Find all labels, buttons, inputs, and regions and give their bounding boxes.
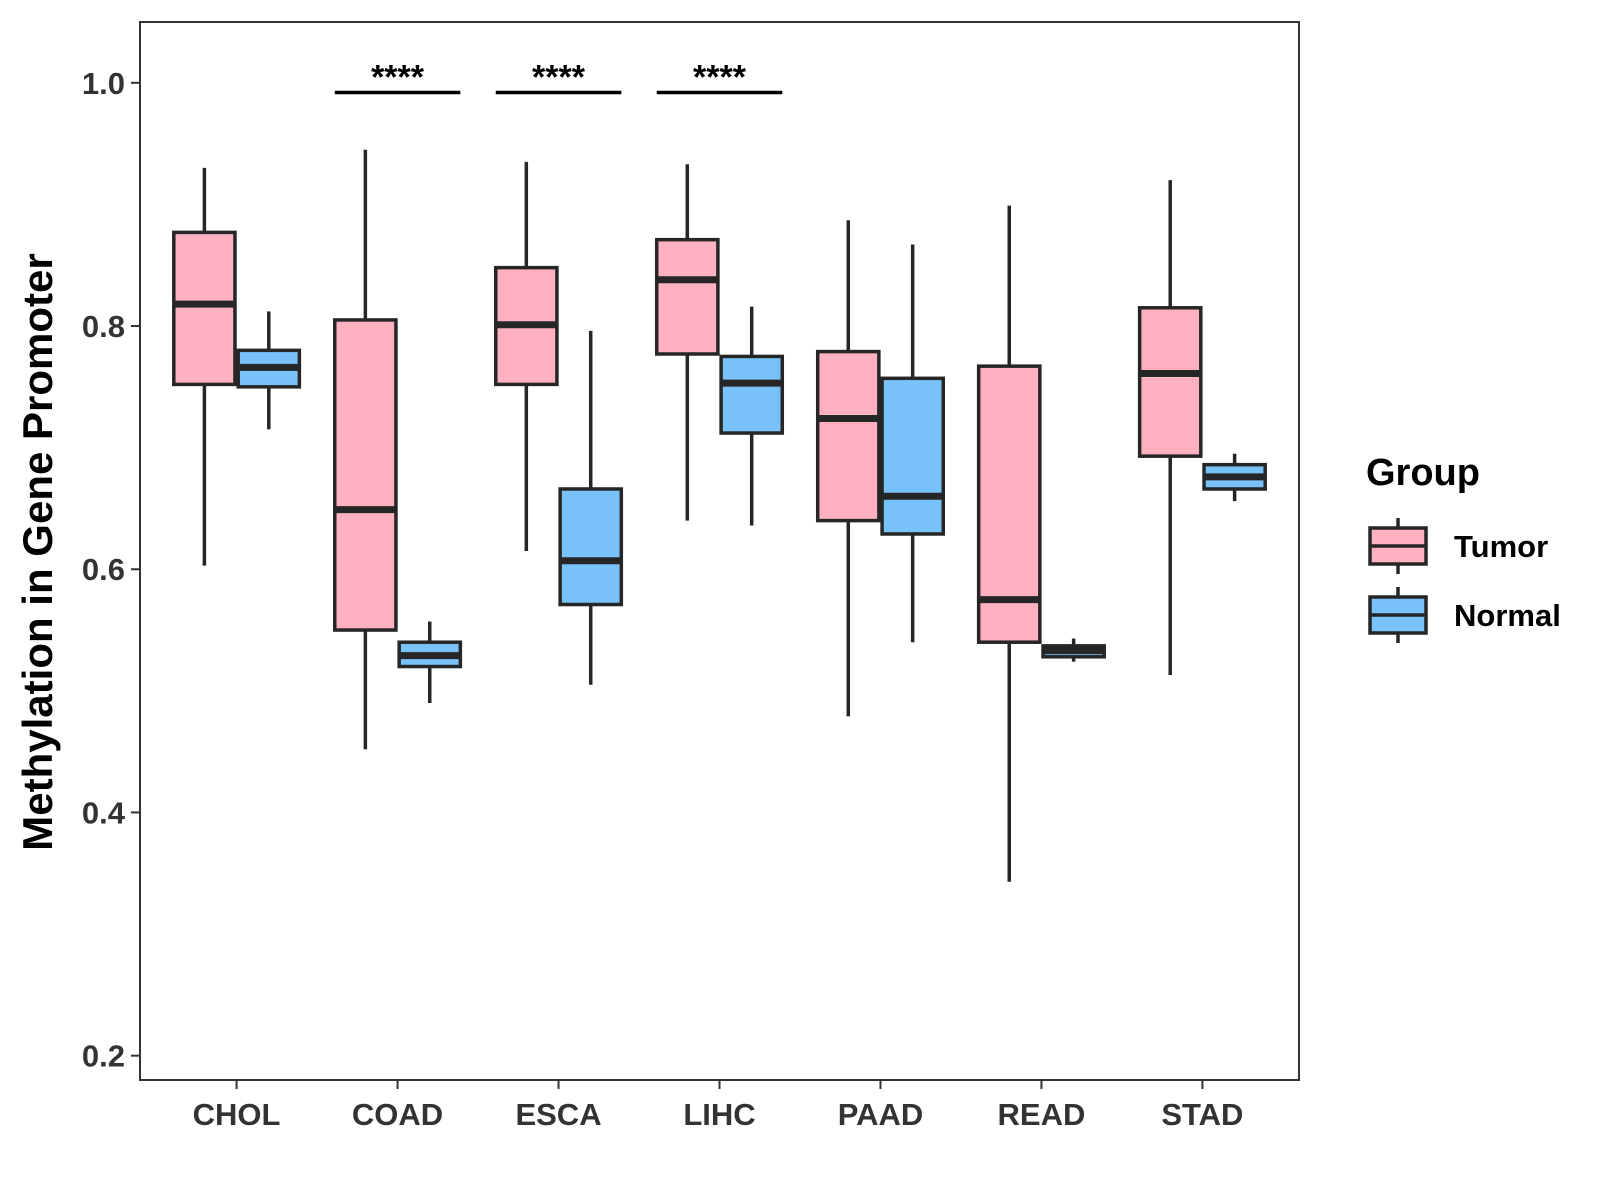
y-tick-label: 0.8 [82,309,125,344]
box-series [172,149,1267,882]
legend-label: Normal [1454,598,1561,633]
box-tumor-stad [1137,180,1203,676]
box-normal-chol [236,311,302,430]
y-axis: 0.2 0.4 0.6 0.8 1.0 [82,66,140,1074]
legend-title: Group [1366,452,1480,494]
box-normal-coad [397,621,463,704]
significance-label: **** [532,59,586,97]
box-normal-read [1041,638,1106,662]
x-tick-label: CHOL [193,1097,281,1132]
y-tick-label: 1.0 [82,66,125,101]
box-tumor-esca [493,161,559,551]
box-iqr [333,318,398,632]
box-normal-paad [880,244,946,643]
y-tick-label: 0.6 [82,552,125,587]
box-iqr [1137,306,1203,458]
x-tick-label: LIHC [683,1097,755,1132]
y-tick-label: 0.4 [82,795,126,830]
box-tumor-paad [815,220,881,717]
y-tick-label: 0.2 [82,1039,125,1074]
legend-entry-tumor: Tumor [1368,518,1548,574]
legend-entry-normal: Normal [1368,587,1561,643]
box-tumor-lihc [654,164,720,521]
box-iqr [815,349,881,523]
box-normal-lihc [719,306,785,526]
significance-label: **** [371,59,425,97]
box-normal-esca [558,330,624,685]
box-tumor-chol [172,167,237,566]
series-normal [236,244,1267,704]
series-tumor [172,149,1203,882]
box-iqr [558,487,624,607]
box-iqr [172,230,237,387]
box-tumor-coad [333,149,398,750]
legend-label: Tumor [1454,529,1548,564]
legend: Group Tumor Normal [1366,452,1561,643]
x-tick-label: STAD [1161,1097,1243,1132]
x-tick-label: ESCA [515,1097,601,1132]
x-tick-label: PAAD [838,1097,924,1132]
x-tick-label: COAD [352,1097,443,1132]
significance-annotations: **** **** **** [334,59,783,97]
box-iqr [719,354,785,435]
significance-coad: **** [334,59,461,97]
box-normal-stad [1202,453,1267,502]
y-axis-title: Methylation in Gene Promoter [14,253,61,850]
box-tumor-read [976,205,1042,882]
significance-lihc: **** [656,59,783,97]
plot-panel [139,21,1300,1081]
x-axis: CHOL COAD ESCA LIHC PAAD READ STAD [193,1080,1243,1132]
box-iqr [654,237,720,356]
significance-label: **** [693,59,747,97]
significance-esca: **** [495,59,622,97]
x-tick-label: READ [998,1097,1086,1132]
box-iqr [880,376,946,536]
